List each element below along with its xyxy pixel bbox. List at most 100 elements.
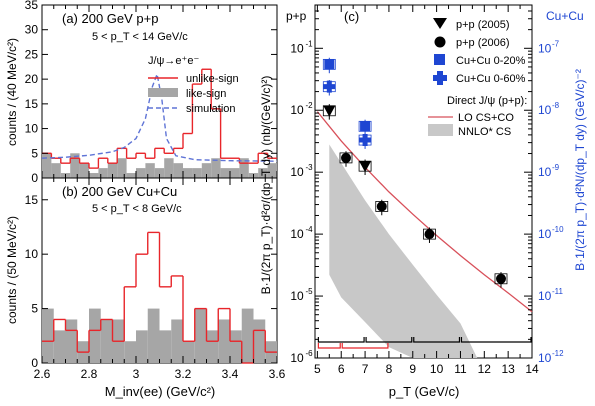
x-tick-label: 3.2 [175, 367, 192, 381]
x-tick-label: 13 [501, 362, 515, 376]
like-sign-bar [147, 308, 160, 363]
y-tick-exponent: -2 [305, 101, 313, 110]
like-sign-bar [136, 168, 146, 178]
panel-a: 0 5 10 15 20 25 30 35 (a) 200 GeV p+p 5 < p_T <… [5, 0, 278, 185]
like-sign-bar [164, 158, 174, 178]
like-sign-bar [183, 341, 195, 363]
like-sign-bar [183, 168, 193, 178]
panel-c-ylabel: B·1/(2π p_T)·d²σ/(dp_T dy) (nb/(GeV/c)²) [259, 76, 273, 295]
like-sign-bar [206, 330, 219, 363]
y-right-tick-label: 10 [538, 289, 552, 303]
legend-theory-title: Direct J/ψ (p+p): [447, 95, 527, 107]
x-tick-label: 3.6 [269, 367, 286, 381]
like-sign-bar [192, 168, 202, 178]
like-sign-bar [239, 158, 249, 178]
legend-marker-cucu060 [433, 71, 447, 85]
legend-marker-pp2005 [433, 18, 447, 29]
legend-label-cucu020: Cu+Cu 0-20% [456, 55, 526, 67]
pt-bin-bracket [413, 337, 461, 343]
like-sign-bar [218, 319, 230, 363]
y-tick-label: 30 [25, 23, 39, 37]
y-right-tick-exponent: -10 [552, 225, 564, 234]
like-sign-bar [126, 173, 136, 178]
like-sign-bar [241, 308, 254, 363]
legend-marker-cucu020 [434, 54, 445, 65]
panel-c-ylabel-right: B·1/(2π p_T)·d²N/(dp_T dy) (GeV/c)⁻² [573, 69, 587, 271]
x-tick-label: 7 [362, 362, 369, 376]
y-tick-label: 10 [25, 122, 39, 136]
pp2006-point [376, 201, 387, 212]
like-sign-bar [53, 330, 66, 363]
y-tick-label: 0 [31, 171, 38, 185]
like-sign-bar [42, 153, 52, 178]
x-tick-label: 8 [386, 362, 393, 376]
like-sign-bar [51, 163, 61, 178]
like-sign-bar [171, 319, 183, 363]
pt-bin-bracket [460, 337, 532, 343]
y-right-tick-label: 10 [538, 165, 552, 179]
legend-swatch-like [148, 88, 178, 97]
like-sign-bar [267, 163, 277, 178]
legend-label-simulation: simulation [186, 103, 236, 115]
pp2006-point [341, 152, 351, 163]
panel-c-corner-right: Cu+Cu [546, 9, 584, 23]
y-tick-label: 10 [290, 165, 304, 179]
y-tick-label: 15 [25, 193, 39, 207]
panel-b-xlabel: M_inv(ee) (GeV/c²) [105, 384, 216, 399]
pt-bin-bracket [317, 337, 365, 343]
like-sign-bar [201, 163, 212, 178]
y-right-tick-label: 10 [538, 41, 552, 55]
like-sign-bar [124, 341, 136, 363]
legend-swatch-nnlo [428, 124, 453, 136]
like-sign-bar [154, 168, 165, 178]
legend-label-nnlo: NNLO* CS [458, 126, 511, 138]
y-tick-exponent: -1 [305, 39, 313, 48]
like-sign-bar [145, 163, 155, 178]
x-tick-label: 3 [133, 367, 140, 381]
cucu060-point [323, 80, 336, 93]
like-sign-bar [136, 330, 148, 363]
y-tick-label: 25 [25, 47, 39, 61]
cucu020-point [360, 121, 371, 132]
y-tick-exponent: -6 [305, 349, 313, 358]
legend-label-unlike: unlike-sign [186, 73, 239, 85]
y-tick-label: 10 [290, 351, 304, 365]
like-sign-bar [258, 168, 268, 178]
y-right-tick-exponent: -11 [552, 287, 564, 296]
like-sign-bar [117, 158, 127, 178]
pt-bin-bracket [317, 343, 341, 349]
like-sign-bar [98, 168, 108, 178]
like-sign-bar [211, 158, 221, 178]
y-right-tick-exponent: -9 [552, 163, 560, 172]
y-tick-label: 20 [25, 72, 39, 86]
like-sign-bar [194, 308, 207, 363]
like-sign-bar [107, 163, 118, 178]
panel-b-title: (b) 200 GeV Cu+Cu [62, 184, 177, 199]
y-right-tick-label: 10 [538, 103, 552, 117]
x-tick-label: 9 [409, 362, 416, 376]
y-tick-label: 10 [290, 103, 304, 117]
y-tick-label: 5 [31, 146, 38, 160]
legend-label-pp2005: p+p (2005) [456, 19, 510, 31]
like-sign-bar [230, 168, 240, 178]
like-sign-bar [220, 168, 230, 178]
y-tick-label: 15 [25, 97, 39, 111]
y-right-tick-label: 10 [538, 227, 552, 241]
like-sign-bar [65, 319, 78, 363]
legend-label-lo: LO CS+CO [458, 112, 514, 124]
y-tick-label: 10 [290, 227, 304, 241]
y-right-tick-exponent: -7 [552, 39, 560, 48]
x-tick-label: 2.8 [81, 367, 98, 381]
y-tick-exponent: -4 [305, 225, 313, 234]
y-tick-label: 0 [31, 356, 38, 370]
legend-label-pp2006: p+p (2006) [456, 37, 510, 49]
panel-c-corner-left: p+p [286, 9, 307, 23]
x-tick-label: 10 [430, 362, 444, 376]
like-sign-bar [70, 153, 80, 178]
x-tick-label: 11 [454, 362, 467, 376]
pt-bin-bracket [365, 337, 413, 343]
y-tick-label: 10 [25, 247, 39, 261]
pp2005-point [359, 161, 372, 173]
